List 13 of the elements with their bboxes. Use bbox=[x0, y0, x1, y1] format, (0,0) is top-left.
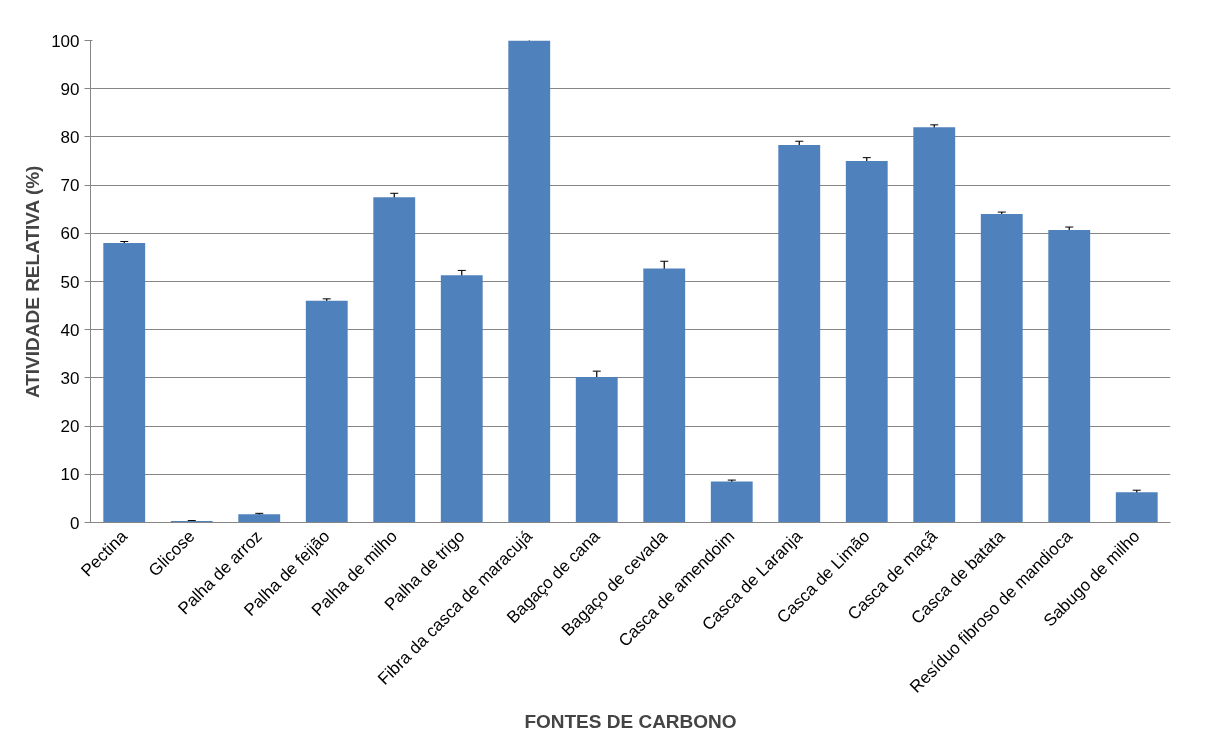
y-tick-label: 10 bbox=[60, 465, 80, 485]
y-tick-label: 0 bbox=[70, 513, 80, 533]
x-axis-title: FONTES DE CARBONO bbox=[524, 711, 737, 733]
y-tick-label: 20 bbox=[60, 417, 80, 437]
y-tick-label: 80 bbox=[60, 127, 80, 147]
y-tick-label: 50 bbox=[60, 272, 80, 292]
y-tick-label: 90 bbox=[60, 79, 80, 99]
y-axis-title: ATIVIDADE RELATIVA (%) bbox=[22, 165, 44, 399]
y-tick-label: 70 bbox=[60, 176, 80, 196]
y-tick-label: 100 bbox=[51, 31, 80, 51]
y-tick-label: 30 bbox=[60, 368, 80, 388]
y-tick-label: 60 bbox=[60, 224, 80, 244]
y-tick-label: 40 bbox=[60, 320, 80, 340]
